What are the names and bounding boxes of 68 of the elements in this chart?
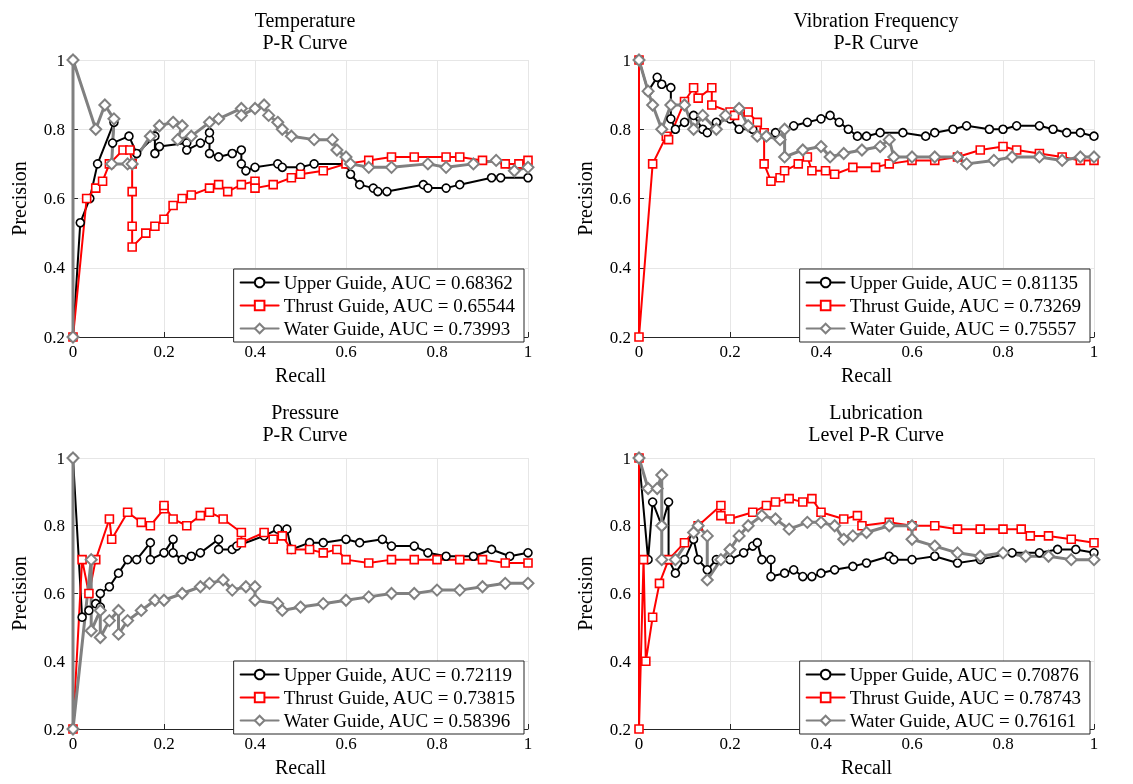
x-tick-label: 0.6: [335, 342, 357, 361]
y-tick-label: 0.2: [43, 327, 65, 347]
x-tick-label: 0: [634, 734, 644, 753]
x-axis-title: Recall: [274, 756, 327, 778]
y-tick-label: 0.4: [609, 651, 632, 671]
x-tick-label: 0.8: [426, 734, 448, 753]
chart-title: Lubrication Level P-R Curve: [808, 401, 944, 445]
x-tick-label: 0.2: [719, 342, 741, 361]
x-axis-title: Recall: [274, 364, 327, 386]
legend-label: Thrust Guide, AUC = 0.65544: [283, 295, 516, 316]
y-tick-label: 1: [622, 448, 631, 468]
legend-label: Thrust Guide, AUC = 0.73269: [849, 295, 1081, 316]
x-tick-label: 0.2: [719, 734, 741, 753]
x-tick-label: 0.4: [244, 342, 267, 361]
legend-label: Water Guide, AUC = 0.75557: [849, 318, 1077, 339]
x-tick-label: 1: [1089, 734, 1099, 753]
y-tick-label: 0.4: [43, 258, 66, 278]
y-tick-label: 0.8: [609, 119, 631, 139]
legend-label: Upper Guide, AUC = 0.68362: [283, 272, 513, 293]
y-axis-title: Precision: [8, 161, 30, 236]
x-axis-title: Recall: [840, 364, 893, 386]
chart-title: Vibration Frequency P-R Curve: [793, 9, 959, 53]
x-tick-label: 0.4: [244, 734, 267, 753]
x-tick-label: 1: [523, 734, 533, 753]
x-tick-label: 1: [1089, 342, 1099, 361]
legend-label: Thrust Guide, AUC = 0.73815: [283, 687, 515, 708]
y-tick-label: 0.2: [609, 719, 631, 739]
y-tick-label: 0.2: [43, 719, 65, 739]
y-tick-label: 0.6: [609, 189, 631, 208]
y-tick-label: 1: [56, 448, 65, 468]
x-tick-label: 0: [68, 342, 78, 361]
y-tick-label: 0.8: [43, 119, 65, 139]
y-tick-label: 1: [622, 50, 631, 70]
x-tick-label: 0: [634, 342, 644, 361]
x-tick-label: 0.6: [335, 734, 357, 753]
legend-label: Upper Guide, AUC = 0.72119: [283, 664, 513, 685]
legend-label: Upper Guide, AUC = 0.70876: [849, 664, 1079, 685]
x-tick-label: 1: [523, 342, 533, 361]
y-tick-label: 0.2: [609, 327, 631, 347]
y-tick-label: 0.8: [609, 516, 631, 536]
y-tick-label: 0.6: [609, 584, 631, 603]
y-tick-label: 0.6: [43, 584, 65, 603]
x-tick-label: 0.4: [810, 734, 833, 753]
legend-label: Thrust Guide, AUC = 0.78743: [849, 687, 1081, 708]
y-tick-label: 0.6: [43, 189, 65, 208]
legend-label: Water Guide, AUC = 0.58396: [283, 710, 511, 731]
x-tick-label: 0.8: [992, 734, 1014, 753]
x-tick-label: 0.6: [901, 734, 923, 753]
y-axis-title: Precision: [8, 556, 30, 631]
legend-label: Upper Guide, AUC = 0.81135: [849, 272, 1079, 293]
y-tick-label: 0.4: [609, 258, 632, 278]
x-tick-label: 0: [68, 734, 78, 753]
y-tick-label: 0.4: [43, 651, 66, 671]
x-tick-label: 0.2: [153, 342, 175, 361]
x-tick-label: 0.8: [426, 342, 448, 361]
x-tick-label: 0.6: [901, 342, 923, 361]
y-tick-label: 1: [56, 50, 65, 70]
y-axis-title: Precision: [574, 556, 596, 631]
x-tick-label: 0.4: [810, 342, 833, 361]
y-axis-title: Precision: [574, 161, 596, 236]
x-tick-label: 0.2: [153, 734, 175, 753]
x-tick-label: 0.8: [992, 342, 1014, 361]
chart-title: Pressure P-R Curve: [262, 401, 348, 445]
chart-title: Temperature P-R Curve: [254, 9, 356, 53]
y-tick-label: 0.8: [43, 516, 65, 536]
legend-label: Water Guide, AUC = 0.73993: [283, 318, 511, 339]
legend-label: Water Guide, AUC = 0.76161: [849, 710, 1077, 731]
x-axis-title: Recall: [840, 756, 893, 778]
